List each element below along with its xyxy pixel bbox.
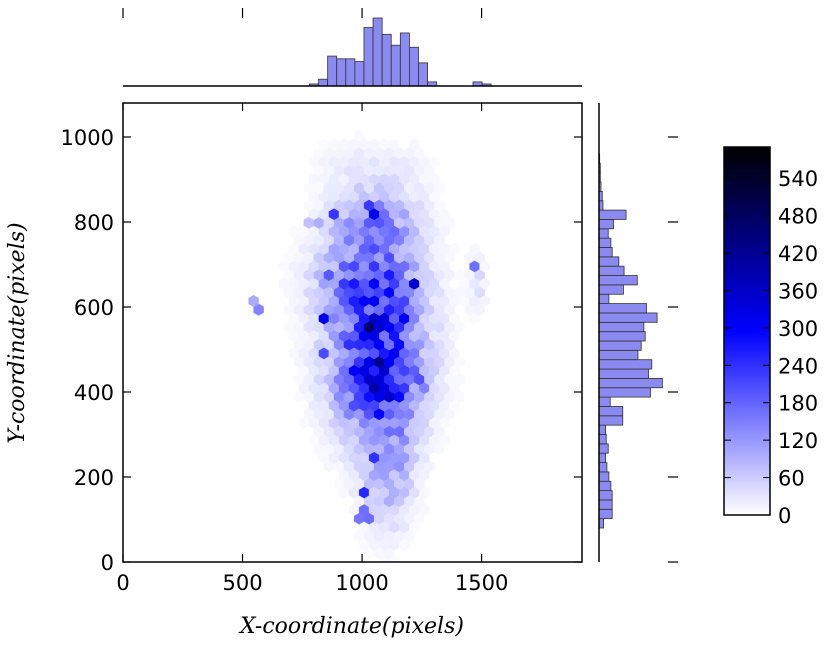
- colorbar-tick-label: 360: [778, 279, 818, 303]
- y-marginal-bar: [598, 415, 624, 426]
- x-tick-label: 1500: [455, 571, 508, 595]
- y-marginal-bar: [598, 265, 625, 276]
- y-marginal-bar: [598, 275, 638, 286]
- main-plot-frame: [122, 102, 583, 563]
- y-marginal-bar: [598, 293, 610, 304]
- colorbar-tick-label: 120: [778, 429, 818, 453]
- y-marginal-bar: [598, 387, 651, 398]
- y-marginal-bar: [598, 508, 613, 520]
- y-marginal-bar: [598, 424, 606, 435]
- y-marginal-bar: [598, 499, 613, 510]
- hex-cell: [449, 242, 460, 255]
- y-marginal-bar: [598, 219, 614, 230]
- y-marginal-bar: [598, 237, 612, 248]
- y-marginal-bar: [598, 443, 609, 454]
- x-marginal-bar: [418, 62, 428, 87]
- y-marginal-bar: [598, 359, 653, 370]
- x-marginal-bar: [363, 27, 374, 87]
- colorbar-tick-label: 180: [778, 392, 818, 416]
- y-marginal-bar: [598, 340, 642, 351]
- y-marginal-bar: [598, 312, 658, 323]
- y-tick-label: 800: [74, 211, 114, 235]
- y-marginal-bar: [598, 406, 624, 417]
- x-marginal-bar: [354, 61, 365, 87]
- hex-cell: [469, 242, 480, 255]
- y-marginal-bar: [598, 480, 612, 492]
- y-axis-label: Y-coordinate(pixels): [5, 222, 30, 443]
- y-tick-label: 200: [74, 466, 114, 490]
- colorbar-tick-label: 540: [778, 167, 818, 191]
- x-marginal-histogram: [309, 17, 492, 87]
- x-marginal-bar: [372, 17, 383, 87]
- hex-cell: [409, 138, 420, 151]
- colorbar: [723, 146, 771, 516]
- x-axis-label: X-coordinate(pixels): [238, 614, 464, 639]
- x-tick-label: 1000: [335, 571, 388, 595]
- y-marginal-bar: [598, 256, 620, 267]
- y-marginal-bar: [598, 368, 649, 379]
- colorbar-ticks: 0 60 120 180 240 300 360 420 480 540: [724, 167, 818, 528]
- x-marginal-bar: [399, 32, 410, 87]
- hex-cell: [248, 294, 259, 308]
- y-tick-label: 400: [74, 381, 114, 405]
- x-marginal-bar: [345, 58, 356, 87]
- y-marginal-bar: [598, 490, 613, 501]
- y-marginal-bar: [598, 349, 639, 361]
- y-marginal-bar: [598, 228, 609, 239]
- y-marginal-bar: [598, 247, 613, 258]
- y-marginal-bar: [598, 462, 608, 473]
- x-tick-label: 500: [222, 571, 262, 595]
- y-tick-label: 600: [74, 296, 114, 320]
- y-marginal-bar: [598, 396, 611, 407]
- x-marginal-bar: [390, 44, 401, 87]
- y-marginal-bar: [598, 284, 624, 295]
- x-marginal-bar: [381, 33, 392, 87]
- hex-cell: [353, 129, 365, 142]
- colorbar-tick-label: 60: [778, 467, 805, 491]
- x-marginal-bar: [336, 58, 347, 87]
- y-tick-label: 1000: [61, 126, 114, 150]
- hex-cell: [389, 138, 400, 151]
- hex-cell: [429, 155, 440, 168]
- y-marginal-bar: [598, 471, 610, 482]
- y-marginal-bar: [598, 331, 646, 342]
- colorbar-tick-label: 480: [778, 205, 818, 229]
- y-marginal-bar: [598, 321, 645, 333]
- colorbar-tick-label: 0: [778, 504, 791, 528]
- y-tick-label: 0: [101, 551, 114, 575]
- colorbar-tick-label: 300: [778, 317, 818, 341]
- x-marginal-bar: [318, 78, 329, 87]
- y-marginal-bar: [598, 303, 647, 314]
- y-marginal-histogram: [598, 153, 663, 529]
- colorbar-tick-label: 240: [778, 354, 818, 378]
- colorbar-tick-label: 420: [778, 242, 818, 266]
- y-marginal-bar: [598, 452, 606, 463]
- y-marginal-bar: [598, 209, 627, 220]
- x-marginal-bar: [327, 55, 338, 87]
- hexbin-cells: [248, 129, 490, 562]
- x-tick-label: 0: [116, 571, 129, 595]
- x-marginal-bar: [408, 46, 419, 87]
- y-marginal-bar: [598, 434, 607, 445]
- main-axes-ticks: 0 500 1000 1500 0 200 400 600 800 1000: [61, 8, 678, 595]
- y-marginal-bar: [598, 377, 663, 389]
